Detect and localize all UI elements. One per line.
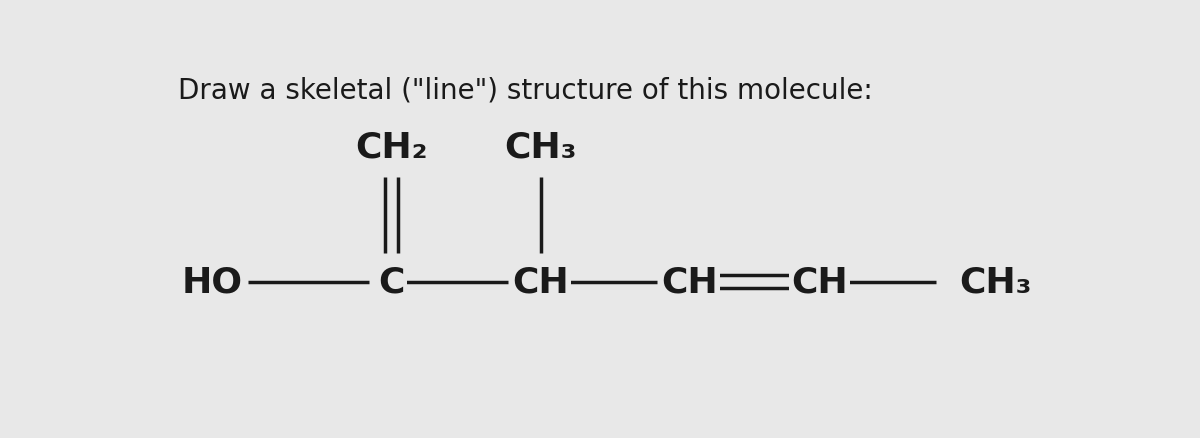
Text: CH₂: CH₂ [355, 130, 428, 164]
Text: C: C [379, 265, 404, 299]
Text: CH: CH [791, 265, 848, 299]
Text: CH₃: CH₃ [959, 265, 1032, 299]
Text: CH₃: CH₃ [504, 130, 577, 164]
Text: CH: CH [661, 265, 718, 299]
Text: HO: HO [182, 265, 242, 299]
Text: CH: CH [512, 265, 569, 299]
Text: Draw a skeletal ("line") structure of this molecule:: Draw a skeletal ("line") structure of th… [178, 76, 872, 104]
